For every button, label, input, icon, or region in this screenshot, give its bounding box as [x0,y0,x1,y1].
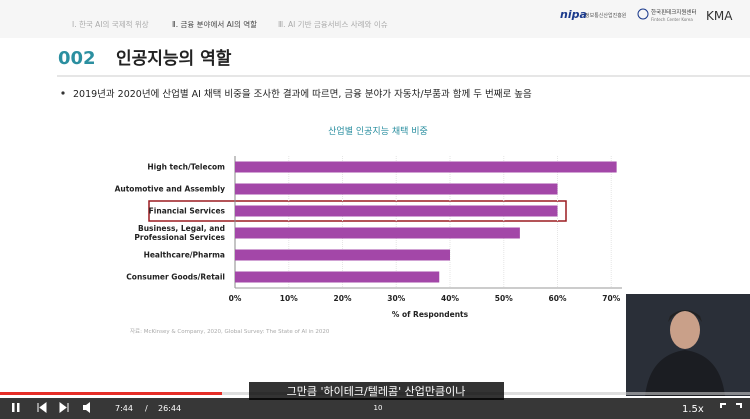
nav-item: Ⅱ. 금융 분야에서 AI의 역할 [172,19,257,29]
x-axis-label: % of Respondents [392,310,469,319]
header-bar [0,0,750,38]
bar [235,183,558,195]
y-tick-label: Healthcare/Pharma [143,250,225,260]
x-tick-label: 20% [334,294,352,303]
x-tick-label: 50% [495,294,513,303]
prev-button[interactable] [37,402,47,413]
control-bar [0,398,750,419]
chart-title: 산업별 인공지능 채택 비중 [328,126,428,137]
bar [235,271,440,283]
subtitle-bg [249,382,504,400]
bar [235,249,450,261]
y-tick-label: Financial Services [148,206,225,216]
pause-button[interactable] [12,403,15,412]
face [670,311,700,349]
subtitle: 그만큼 '하이테크/텔레콤' 산업만큼이나 [287,384,466,398]
slide-number: 002 [58,48,96,69]
x-tick-label: 60% [549,294,567,303]
time-separator: / [145,404,148,413]
y-tick-label: Consumer Goods/Retail [126,272,225,282]
x-tick-label: 30% [387,294,405,303]
volume-button[interactable] [83,402,90,413]
bullet-text: 2019년과 2020년에 산업별 AI 채택 비중을 조사한 결과에 따르면,… [73,88,532,100]
bar [235,161,617,173]
logo-text: 정보통신산업진흥원 [585,12,627,19]
hair [668,310,702,322]
progress-fill [0,392,222,395]
x-tick-label: 10% [280,294,298,303]
nav-item: Ⅲ. AI 기반 금융서비스 사례와 이슈 [278,19,388,29]
body [645,350,725,396]
page-number: 10 [374,404,383,412]
highlight-box [148,200,567,222]
webcam [626,294,750,396]
speed-button[interactable]: 1.5x [682,404,704,415]
logo: nipa [560,8,587,21]
slide-title: 인공지능의 역할 [116,49,232,69]
logo-icon [637,8,649,20]
y-tick-label: Automotive and Assembly [114,184,225,194]
logo: KMA [706,9,733,23]
bullet-dot [61,91,65,95]
nav-item: Ⅰ. 한국 AI의 국제적 위상 [72,19,149,29]
duration: 26:44 [158,404,181,413]
next-button[interactable] [59,402,69,413]
x-tick-label: 70% [602,294,620,303]
source: 자료: McKinsey & Company, 2020, Global Sur… [130,327,330,335]
pause-button-part [17,403,20,412]
bar [235,227,520,239]
logo-text: Fintech Center Korea [651,17,693,22]
current-time: 7:44 [115,404,133,413]
x-tick-label: 0% [229,294,242,303]
y-tick-label: Business, Legal, and Professional Servic… [134,224,225,242]
pip-button[interactable] [720,403,742,408]
logo-text: 한국핀테크지원센터 [651,8,697,16]
y-tick-label: High tech/Telecom [147,162,225,172]
x-tick-label: 40% [441,294,459,303]
bar [235,205,558,217]
